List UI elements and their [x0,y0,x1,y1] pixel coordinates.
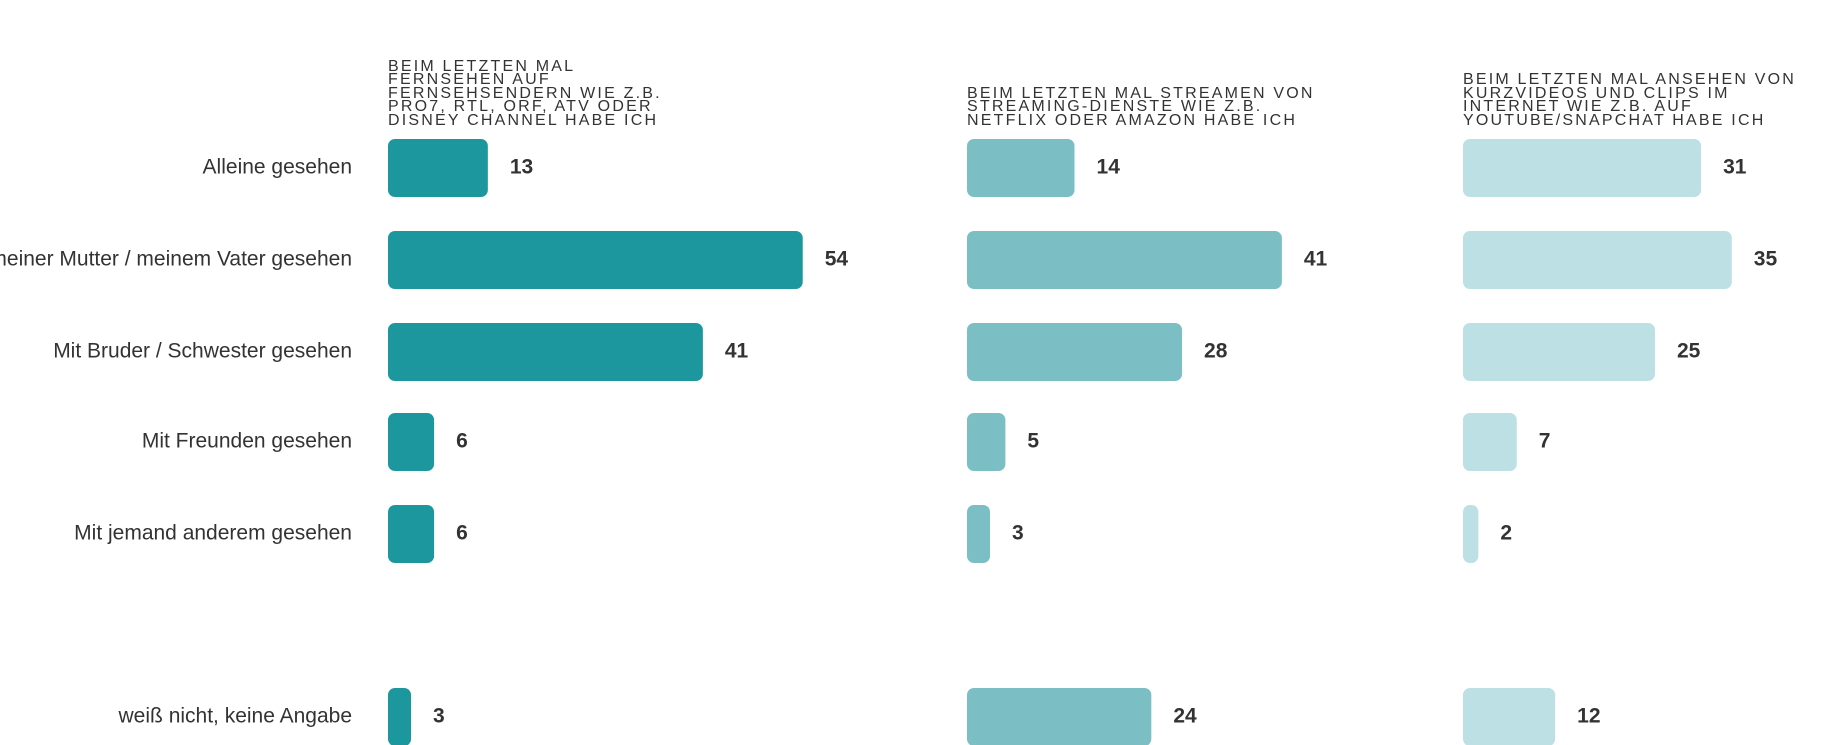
value-label: 2 [1500,522,1512,545]
panel-heading: BEIM LETZTEN MAL STREAMEN VON STREAMING-… [967,0,1319,129]
bar [388,323,703,381]
panel-heading-text: BEIM LETZTEN MAL FERNSEHEN AUF FERNSEHSE… [388,57,662,129]
panel-heading: BEIM LETZTEN MAL ANSEHEN VON KURZVIDEOS … [1463,0,1819,129]
bar [967,505,991,563]
value-label: 3 [433,705,445,728]
bar [1463,413,1517,471]
category-label: Alleine gesehen [203,156,352,179]
value-label: 31 [1723,156,1747,179]
value-label: 25 [1677,340,1701,363]
bar [967,413,1006,471]
category-label: Mit Bruder / Schwester gesehen [53,340,352,363]
value-label: 41 [725,340,749,363]
value-label: 6 [456,522,468,545]
value-label: 41 [1304,248,1328,271]
panel-heading-text: BEIM LETZTEN MAL ANSEHEN VON KURZVIDEOS … [1463,71,1797,129]
panel-heading: BEIM LETZTEN MAL FERNSEHEN AUF FERNSEHSE… [388,0,663,129]
value-label: 28 [1204,340,1228,363]
category-label: Mit Freunden gesehen [142,430,352,453]
bar [1463,231,1732,289]
bar [1463,139,1702,197]
value-label: 5 [1027,430,1039,453]
value-label: 24 [1173,705,1197,728]
bar [388,505,435,563]
bar [1463,323,1655,381]
bar [388,413,435,471]
bar [388,139,488,197]
category-label: Mit meiner Mutter / meinem Vater gesehen [0,248,352,271]
value-label: 12 [1577,705,1600,728]
bar [967,231,1282,289]
bar [967,688,1152,745]
value-label: 35 [1754,248,1778,271]
panel-heading-text: BEIM LETZTEN MAL STREAMEN VON STREAMING-… [967,84,1315,129]
bar [1463,505,1479,563]
value-label: 14 [1097,156,1121,179]
value-label: 7 [1539,430,1551,453]
bar [1463,688,1556,745]
bar [388,231,803,289]
bar [388,688,412,745]
bar [967,323,1183,381]
value-label: 6 [456,430,468,453]
value-label: 13 [510,156,533,179]
category-label: weiß nicht, keine Angabe [118,705,352,728]
bar [967,139,1075,197]
value-label: 54 [825,248,849,271]
category-label: Mit jemand anderem gesehen [74,522,352,545]
value-label: 3 [1012,522,1024,545]
